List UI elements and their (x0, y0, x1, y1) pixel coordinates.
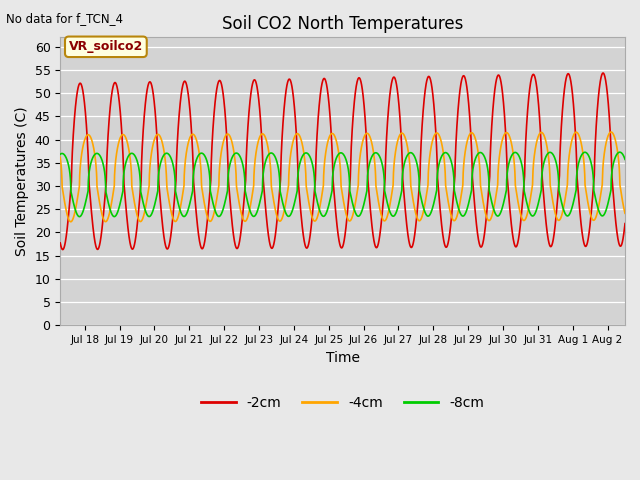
X-axis label: Time: Time (326, 351, 360, 365)
Text: No data for f_TCN_4: No data for f_TCN_4 (6, 12, 124, 25)
Legend: -2cm, -4cm, -8cm: -2cm, -4cm, -8cm (195, 390, 490, 415)
Text: VR_soilco2: VR_soilco2 (68, 40, 143, 53)
Title: Soil CO2 North Temperatures: Soil CO2 North Temperatures (222, 15, 463, 33)
Y-axis label: Soil Temperatures (C): Soil Temperatures (C) (15, 107, 29, 256)
